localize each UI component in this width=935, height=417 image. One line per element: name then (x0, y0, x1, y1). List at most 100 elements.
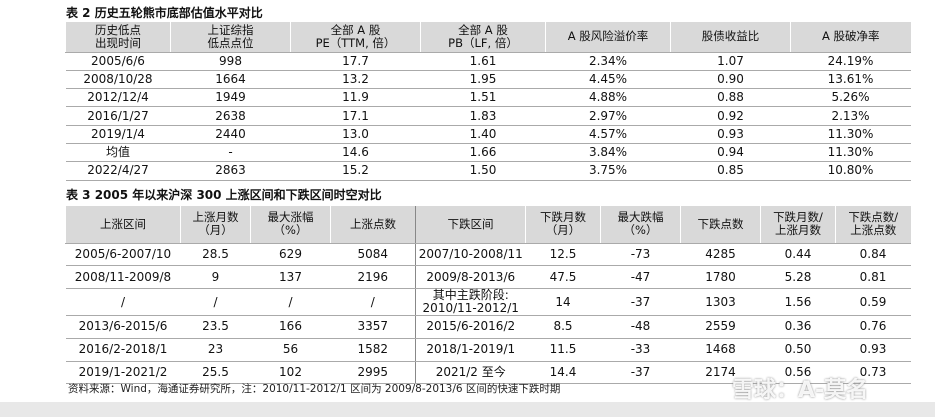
cell-line: 下跌月数/ (773, 210, 823, 225)
cell: -47 (600, 265, 681, 290)
cell-line: 2009/8-2013/6 (426, 269, 516, 284)
row: 2013/6-2015/6 23.5 166 3357 2015/6-2016/2 8.5… (65, 315, 911, 339)
header-cell: 上证综指 低点点位 (170, 22, 291, 53)
cell: 2863 (170, 161, 291, 181)
cell: 0.85 (670, 161, 791, 181)
cell-line: / (370, 294, 375, 309)
cell: 2016/1/27 (65, 106, 171, 126)
cell: 0.93 (670, 125, 791, 144)
cell: 2008/11-2009/8 (65, 265, 181, 290)
cell: -37 (600, 288, 681, 317)
cell: 17.7 (290, 52, 421, 71)
cell: 2638 (170, 106, 291, 126)
row: 2019/1/4 2440 13.0 1.40 4.57% 0.93 11.30% (65, 125, 911, 144)
cell-line: 上涨点数 (850, 223, 897, 238)
cell-line: 166 (279, 319, 302, 334)
cell-line: 28.5 (202, 246, 229, 261)
row: / / / / 其中主跌阶段: 2010/11-2012/1 14 -37 1303 1.56 0.… (65, 288, 911, 317)
cell-line: / (288, 294, 293, 309)
cell: -48 (600, 315, 681, 339)
cell: 0.94 (670, 143, 791, 163)
cell: 0.90 (670, 70, 791, 90)
cell: 2174 (680, 361, 761, 385)
cell: 13.2 (290, 70, 421, 90)
cell-line: （月） (198, 223, 233, 238)
cell-line: 2196 (357, 269, 389, 284)
cell: 0.93 (835, 338, 911, 362)
cell-line: 上涨月数 (192, 210, 239, 225)
cell-line: 2005/6-2007/10 (74, 246, 172, 261)
cell: 11.30% (790, 125, 911, 144)
cell: 4.45% (545, 70, 671, 90)
cell: 1.61 (420, 52, 546, 71)
cell-line: 上证综指 (207, 22, 254, 37)
cell-line: 最大跌幅 (617, 210, 664, 225)
cell-line: -47 (630, 269, 651, 284)
cell: 15.2 (290, 161, 421, 181)
cell: 2559 (680, 315, 761, 339)
header-cell: A 股破净率 (790, 22, 911, 53)
cell: 11.30% (790, 143, 911, 163)
cell: 11.5 (525, 338, 601, 362)
header-row: 历史低点 出现时间 上证综指 低点点位 全部 A 股 PE（TTM, 倍） 全部 A 股 PB… (65, 22, 911, 53)
valuation-table: 历史低点 出现时间 上证综指 低点点位 全部 A 股 PE（TTM, 倍） 全部 A 股 PB… (65, 22, 911, 181)
cell-line: （%） (623, 223, 658, 238)
cell-line: 下跌月数 (540, 210, 586, 225)
cell-line: 8.5 (553, 319, 573, 334)
cell: 28.5 (180, 243, 251, 267)
cell: / (250, 288, 331, 317)
cell-line: 25.5 (202, 365, 229, 380)
cell: 3.84% (545, 143, 671, 163)
range-table: 上涨区间 上涨月数 （月） 最大涨幅 （%） 上涨点数 下跌区间 下跌月数 （月） 最大跌幅 （%）… (65, 206, 911, 385)
cell: 2009/8-2013/6 (415, 265, 526, 290)
cell-line: PE（TTM, 倍） (315, 35, 396, 50)
cell: - (170, 143, 291, 163)
cell: 11.9 (290, 88, 421, 108)
header-cell: 上涨区间 (65, 206, 181, 244)
cell-line: 2010/11-2012/1 (422, 301, 519, 316)
cell: / (65, 288, 181, 317)
cell: 2019/1-2021/2 (65, 361, 181, 385)
cell: 1.51 (420, 88, 546, 108)
row: 2016/1/27 2638 17.1 1.83 2.97% 0.92 2.13% (65, 106, 911, 126)
header-cell: 历史低点 出现时间 (65, 22, 171, 53)
cell-line: -73 (630, 246, 651, 261)
cell: 14.6 (290, 143, 421, 163)
cell-line: 0.50 (784, 342, 812, 357)
cell-line: 2995 (357, 365, 389, 380)
cell-line: 1468 (705, 342, 736, 357)
cell-line: 1.56 (784, 294, 812, 309)
table-title: 表 3 2005 年以来沪深 300 上涨区间和下跌区间时空对比 (66, 188, 382, 202)
cell: 1780 (680, 265, 761, 290)
cell: 1468 (680, 338, 761, 362)
cell-line: -37 (630, 365, 651, 380)
cell-line: 2013/6-2015/6 (78, 319, 168, 334)
cell: 998 (170, 52, 291, 71)
cell-line: 14 (555, 294, 571, 309)
cell-line: 全部 A 股 (458, 22, 508, 37)
cell: 25.5 (180, 361, 251, 385)
header-cell: 下跌月数 （月） (525, 206, 601, 244)
cell-line: 23 (207, 342, 224, 357)
cell-line: 14.4 (549, 365, 577, 380)
cell: 2019/1/4 (65, 125, 171, 144)
cell-line: （%） (273, 223, 308, 238)
cell: 3.75% (545, 161, 671, 181)
cell: 2007/10-2008/11 (415, 243, 526, 267)
cell-line: A 股风险溢价率 (567, 29, 649, 44)
cell-line: 12.5 (549, 246, 577, 261)
cell: 2196 (330, 265, 416, 290)
cell: 2016/2-2018/1 (65, 338, 181, 362)
table-title: 表 2 历史五轮熊市底部估值水平对比 (66, 6, 263, 20)
cell-line: 137 (279, 269, 302, 284)
cell: 137 (250, 265, 331, 290)
cell: 2995 (330, 361, 416, 385)
header-cell: 全部 A 股 PB（LF, 倍） (420, 22, 546, 53)
cell: 1.83 (420, 106, 546, 126)
cell: 1.56 (760, 288, 836, 317)
header-cell: 最大涨幅 （%） (250, 206, 331, 244)
cell: 0.81 (835, 265, 911, 290)
cell-line: 2016/2-2018/1 (78, 342, 168, 357)
header-cell: 全部 A 股 PE（TTM, 倍） (290, 22, 421, 53)
